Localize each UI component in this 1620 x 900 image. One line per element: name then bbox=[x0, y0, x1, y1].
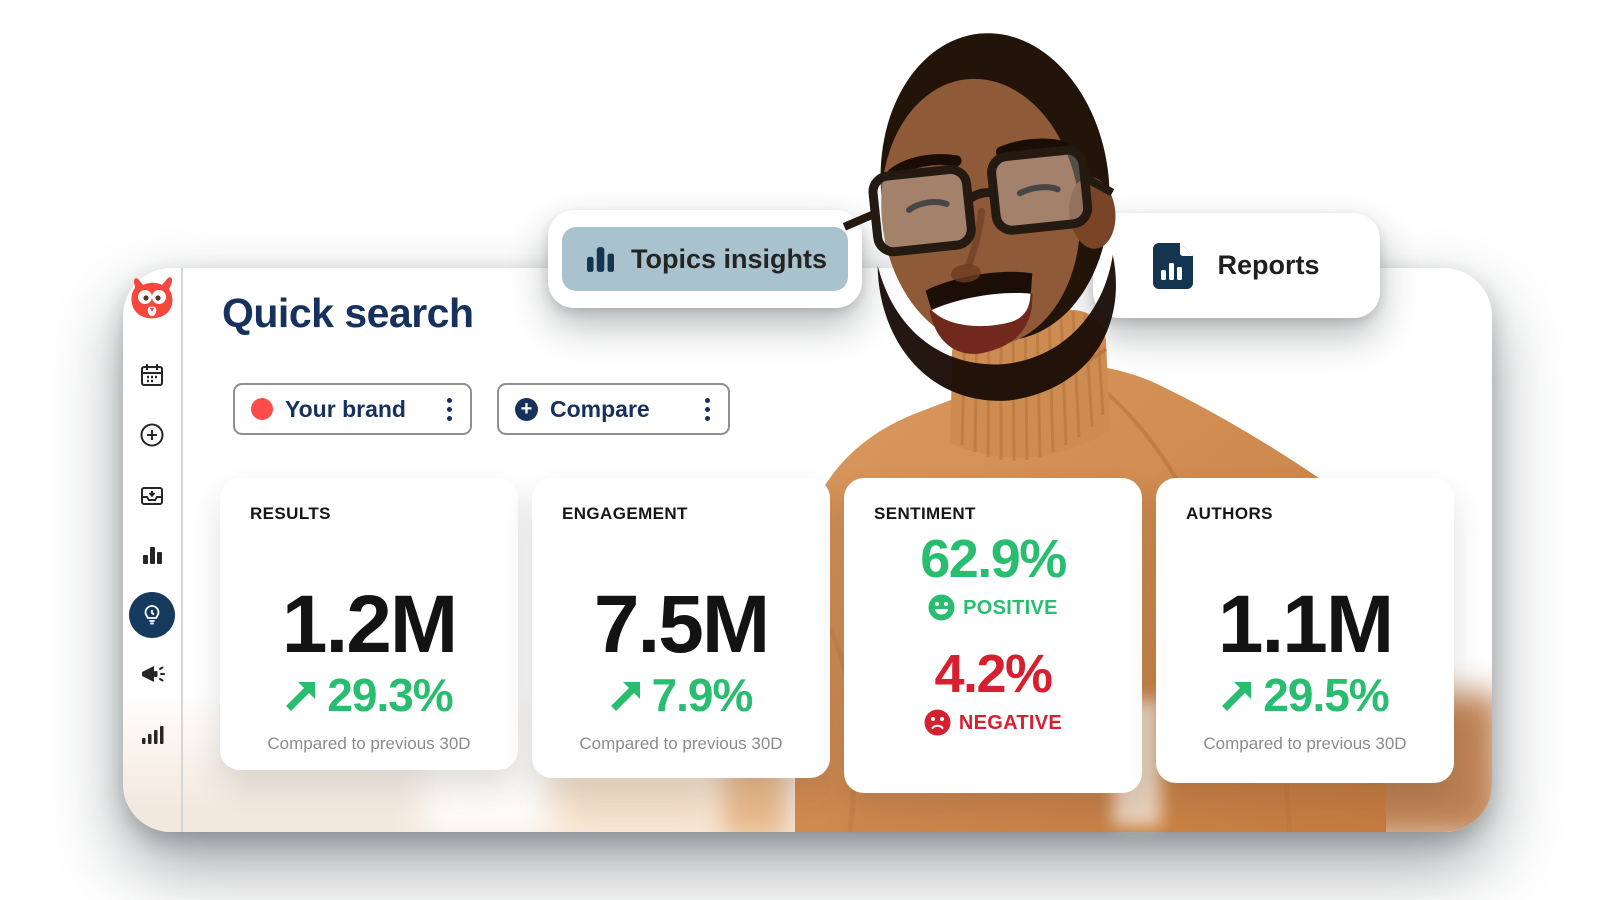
hootsuite-owl-logo[interactable] bbox=[127, 276, 177, 324]
page-title: Quick search bbox=[222, 290, 474, 336]
positive-value: 62.9% bbox=[920, 529, 1067, 589]
metric-caption: Compared to previous 30D bbox=[1203, 734, 1407, 753]
kebab-menu-icon[interactable] bbox=[703, 394, 712, 425]
metric-label: RESULTS bbox=[250, 504, 331, 523]
metric-value: 1.1M bbox=[1217, 579, 1394, 670]
positive-smiley-icon bbox=[928, 594, 955, 621]
metric-label: ENGAGEMENT bbox=[562, 504, 688, 523]
trend-up-icon bbox=[286, 682, 316, 711]
authors-metric-card: AUTHORS 1.1M 29.5% Compared to previous … bbox=[1156, 478, 1454, 783]
reports-label: Reports bbox=[1217, 250, 1320, 280]
sidebar bbox=[123, 268, 183, 832]
glasses bbox=[842, 145, 1115, 257]
plus-circle-icon: + bbox=[515, 397, 538, 421]
tab-topics-insights[interactable]: Topics insights bbox=[562, 227, 848, 291]
trend-up-icon bbox=[1222, 682, 1252, 711]
engagement-metric-card: ENGAGEMENT 7.5M 7.9% Compared to previou… bbox=[532, 478, 830, 778]
topics-insights-tab-container: Topics insights bbox=[548, 210, 862, 308]
results-metric-card: RESULTS 1.2M 29.3% Compared to previous … bbox=[220, 478, 518, 770]
lightbulb-icon[interactable] bbox=[129, 592, 175, 638]
negative-value: 4.2% bbox=[934, 644, 1053, 704]
trend-up-icon bbox=[610, 682, 640, 711]
metric-value: 7.5M bbox=[593, 579, 770, 670]
negative-frowny-icon bbox=[924, 709, 951, 736]
trend-value: 29.5% bbox=[1263, 669, 1389, 721]
metric-label: SENTIMENT bbox=[874, 504, 976, 523]
metric-value: 1.2M bbox=[281, 579, 458, 670]
kebab-menu-icon[interactable] bbox=[445, 394, 454, 425]
inbox-icon[interactable] bbox=[139, 482, 165, 508]
bar-chart-icon[interactable] bbox=[139, 542, 165, 568]
topics-insights-label: Topics insights bbox=[631, 243, 828, 274]
megaphone-icon[interactable] bbox=[139, 662, 165, 688]
bar-chart-icon bbox=[587, 247, 614, 272]
positive-label: POSITIVE bbox=[963, 596, 1058, 619]
your-brand-dropdown[interactable]: Your brand bbox=[233, 383, 472, 435]
trend-value: 29.3% bbox=[327, 669, 453, 721]
plus-circle-icon[interactable] bbox=[139, 422, 165, 448]
negative-label: NEGATIVE bbox=[958, 711, 1063, 734]
metric-caption: Compared to previous 30D bbox=[579, 734, 783, 753]
metric-caption: Compared to previous 30D bbox=[267, 734, 471, 753]
signal-bars-icon[interactable] bbox=[139, 722, 165, 748]
brand-dot-icon bbox=[251, 398, 273, 420]
report-document-icon bbox=[1153, 242, 1194, 289]
compare-dropdown[interactable]: + Compare bbox=[497, 383, 730, 435]
tab-reports[interactable]: Reports bbox=[1093, 213, 1380, 318]
sentiment-metric-card: SENTIMENT 62.9% POSITIVE 4.2% NEGATIVE bbox=[844, 478, 1142, 793]
compare-label: Compare bbox=[550, 395, 650, 422]
trend-value: 7.9% bbox=[651, 669, 754, 721]
your-brand-label: Your brand bbox=[285, 395, 406, 422]
metric-label: AUTHORS bbox=[1186, 504, 1273, 523]
calendar-icon[interactable] bbox=[139, 362, 165, 388]
